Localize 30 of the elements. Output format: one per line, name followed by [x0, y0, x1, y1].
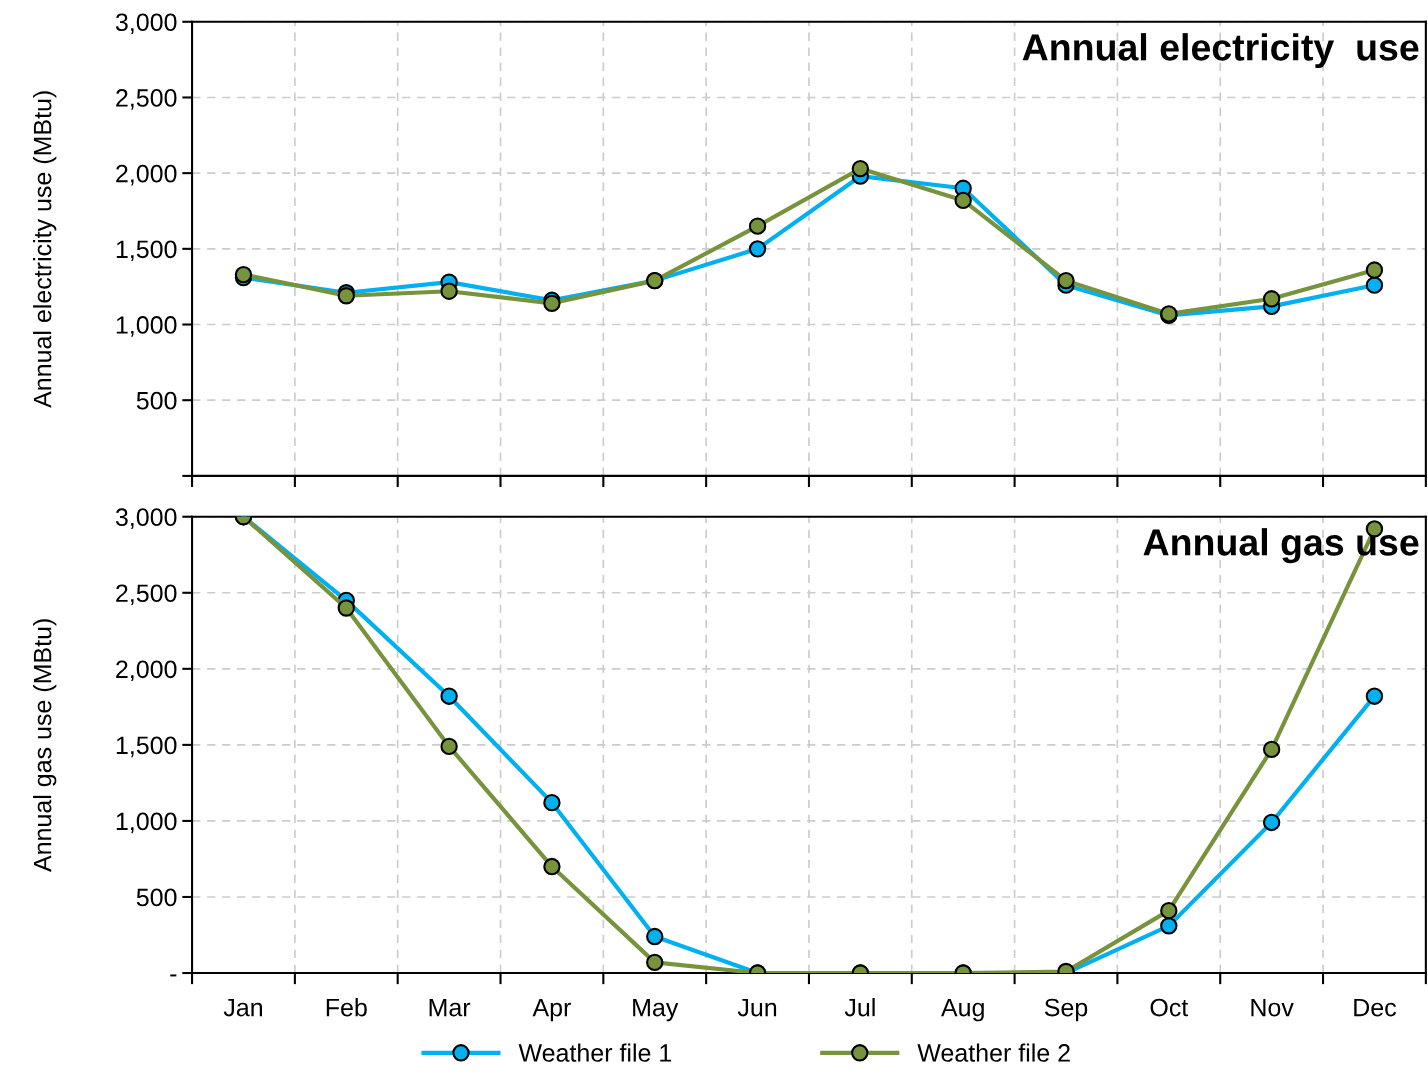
legend-label: Weather file 2 [917, 1043, 1070, 1062]
y-tick-label: 1,000 [116, 812, 177, 834]
y-tick-label: 2,000 [116, 164, 177, 186]
x-tick-label: Feb [326, 998, 367, 1017]
legend-label: Weather file 1 [518, 1043, 672, 1062]
y-tick-label: 2,500 [116, 584, 177, 606]
y-tick-label: 500 [136, 888, 177, 907]
x-tick-label: Jul [844, 998, 875, 1017]
y-tick-label: - [170, 974, 177, 977]
x-tick-label: May [633, 998, 679, 1022]
y-axis-title: Annual electricity use (MBtu) [33, 91, 57, 408]
chart-title: Annual electricity use [1022, 33, 1419, 69]
y-tick-label: 1,500 [116, 736, 177, 758]
y-axis-title: Annual gas use (MBtu) [33, 619, 57, 872]
x-tick-label: Aug [941, 998, 984, 1022]
x-tick-label: Dec [1354, 998, 1397, 1017]
x-tick-label: Mar [429, 998, 471, 1017]
x-tick-label: Jan [223, 998, 263, 1017]
x-tick-label: Sep [1044, 998, 1088, 1022]
y-tick-label: 3,000 [115, 13, 177, 35]
x-tick-label: Jun [737, 998, 777, 1017]
x-tick-label: Apr [532, 998, 571, 1022]
y-tick-label: 1,000 [116, 316, 177, 337]
x-tick-label: Nov [1251, 998, 1294, 1017]
y-tick-label: 2,500 [116, 89, 177, 110]
y-tick-label: 2,000 [116, 660, 177, 682]
y-tick-label: 500 [136, 391, 177, 410]
y-tick-label: 3,000 [115, 508, 177, 529]
y-tick-label: 1,500 [116, 240, 177, 262]
x-tick-label: Oct [1150, 998, 1189, 1017]
